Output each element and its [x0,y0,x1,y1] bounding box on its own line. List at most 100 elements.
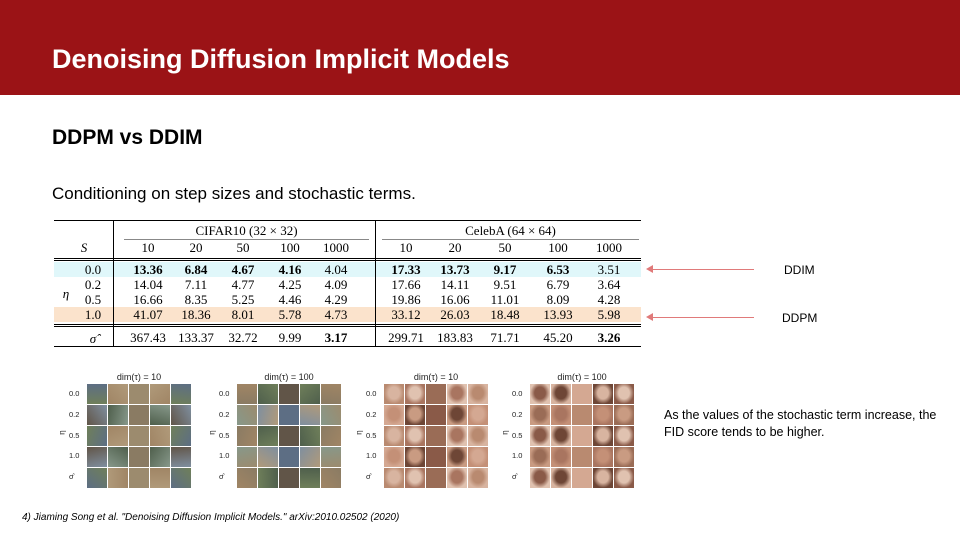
panel-row-label: σ̂ [69,472,74,482]
sample-image [468,384,488,404]
sample-image [237,405,257,425]
sample-image [300,468,320,488]
panel-row-label: 0.0 [69,389,80,398]
ddpm-arrow-head [646,313,653,321]
sample-image [258,384,278,404]
panel-title: dim(τ) = 100 [264,372,314,382]
sigma-label: σ̂ [89,331,97,346]
sample-image [108,384,128,404]
fid-cell: 4.28 [597,292,621,307]
steps-label: S [80,240,88,255]
fid-cell: 6.84 [184,262,208,277]
fid-cell: 4.09 [324,277,348,292]
fid-cell: 16.66 [133,292,163,307]
step-header: 100 [280,240,300,255]
sample-image [87,468,107,488]
sample-image-grid [237,384,341,488]
fid-cell: 4.29 [324,292,348,307]
sample-image [551,384,571,404]
step-header: 20 [189,240,203,255]
fid-cell: 4.25 [278,277,302,292]
panel-axis-label: η [57,430,67,435]
step-header: 10 [399,240,413,255]
sample-image [171,426,191,446]
sample-image [258,468,278,488]
ddpm-label: DDPM [782,311,818,325]
sample-image [614,426,634,446]
fid-cell: 4.04 [324,262,348,277]
fid-cell: 45.20 [543,330,573,345]
sample-image [87,384,107,404]
fid-cell: 33.12 [391,307,421,322]
fid-cell: 17.33 [391,262,421,277]
sample-image [279,447,299,467]
sample-image [551,468,571,488]
sample-image [321,384,341,404]
fid-cell: 14.04 [133,277,163,292]
sample-image [530,468,550,488]
ddim-row-highlight [54,262,641,277]
table-top-rule [54,220,641,221]
ddim-arrow-head [646,265,653,273]
fid-cell: 5.98 [597,307,621,322]
title-banner: Denoising Diffusion Implicit Models [0,0,960,95]
sample-image-grid [87,384,191,488]
fid-cell: 6.53 [546,262,570,277]
ddim-label: DDIM [784,263,815,277]
fid-cell: 13.36 [133,262,163,277]
observation-note: As the values of the stochastic term inc… [664,408,937,439]
fid-cell: 8.09 [546,292,570,307]
eta-label: η [62,286,70,301]
sample-image [551,447,571,467]
table-body-rule-double [54,326,641,327]
sample-image [405,384,425,404]
eta-value-label: 0.0 [84,262,102,277]
fid-cell: 183.83 [437,330,473,345]
sample-image [614,468,634,488]
step-header: 10 [141,240,155,255]
sample-image [405,426,425,446]
sample-image [614,405,634,425]
panel-axis-label: η [207,430,217,435]
fid-cell: 9.99 [278,330,302,345]
panel-row-label: 0.5 [69,430,80,440]
table-bottom-rule [54,346,641,347]
fid-cell: 11.01 [490,292,520,307]
sample-image [530,426,550,446]
fid-cell: 9.17 [493,262,517,277]
sample-image [279,384,299,404]
sample-image [551,405,571,425]
sample-image [447,447,467,467]
fid-cell: 71.71 [490,330,520,345]
sample-image [426,384,446,404]
sample-image [171,384,191,404]
sample-image [258,405,278,425]
sample-image [129,426,149,446]
table-body-rule [54,324,641,325]
panel-row-label: 1.0 [219,451,230,461]
fid-results-table: CIFAR10 (32 × 32) CelebA (64 × 64) S η σ… [54,220,641,348]
sample-image [384,447,404,467]
fid-cell: 3.51 [597,262,621,277]
eta-value-label: 0.2 [84,277,102,292]
fid-cell: 3.26 [597,330,621,345]
sample-image [87,405,107,425]
sample-image [447,468,467,488]
ddpm-row-highlight [54,307,641,322]
fid-cell: 13.93 [543,307,573,322]
sample-image [129,405,149,425]
sample-image [384,405,404,425]
sample-image [572,384,592,404]
sample-image [129,468,149,488]
sample-image [129,384,149,404]
panel-row-label: 0.0 [366,389,377,398]
panel-row-label: 1.0 [69,451,80,461]
eta-value-label: 1.0 [84,307,102,322]
sample-image [150,468,170,488]
sample-image [150,405,170,425]
fid-cell: 5.25 [231,292,255,307]
sample-image [321,447,341,467]
sample-image [447,405,467,425]
panel-row-label: 0.5 [512,430,523,440]
sample-image [108,426,128,446]
